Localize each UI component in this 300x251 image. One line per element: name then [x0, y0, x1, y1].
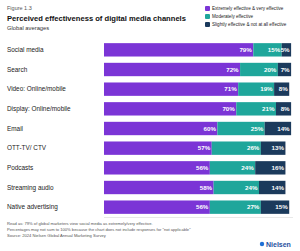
data-label: 20% — [264, 66, 277, 73]
bar-segment — [253, 43, 281, 56]
bar-segment — [240, 63, 278, 76]
bar-segment — [255, 161, 285, 174]
category-label: Email — [7, 125, 23, 132]
subtitle: Global averages — [7, 25, 49, 31]
category-label: Video: Online/mobile — [7, 85, 66, 92]
data-label: 57% — [198, 144, 211, 151]
bar-segment — [217, 122, 264, 135]
data-label: 56% — [196, 164, 209, 171]
data-label: 16% — [272, 164, 285, 171]
data-label: 7% — [281, 66, 290, 73]
data-label: 14% — [277, 125, 290, 132]
bar-segment — [104, 102, 236, 115]
data-label: 60% — [204, 125, 217, 132]
category-label: OTT-TV/ CTV — [7, 144, 47, 151]
data-label: 21% — [262, 105, 275, 112]
data-label: 72% — [226, 66, 239, 73]
logo: Nielsen — [260, 241, 291, 248]
chart: Figure 1.3 Perceived effectiveness of dig… — [0, 0, 300, 251]
legend-label: Extremely effective & very effective — [212, 6, 284, 11]
data-label: 15% — [275, 203, 288, 210]
data-label: 8% — [279, 85, 288, 92]
category-label: Podcasts — [7, 164, 33, 171]
bar-segment — [261, 141, 286, 154]
data-label: 5% — [281, 46, 290, 53]
legend-label: Moderately effective — [212, 14, 253, 19]
bar-segment — [274, 82, 289, 95]
bar-segment — [104, 200, 210, 213]
data-label: 71% — [224, 85, 237, 92]
bar-segment — [236, 102, 276, 115]
category-label: Native advertising — [7, 203, 58, 211]
bar-segment — [278, 63, 291, 76]
figure-label: Figure 1.3 — [7, 5, 32, 11]
title: Perceived effectiveness of digital media… — [7, 14, 186, 23]
bar-segment — [210, 200, 261, 213]
legend: Extremely effective & very effective Mode… — [205, 6, 287, 27]
data-label: 8% — [281, 105, 290, 112]
bar-segment — [265, 122, 291, 135]
data-label: 13% — [272, 144, 285, 151]
legend-label: Slightly effective & not at all effectiv… — [212, 22, 287, 27]
footnote: Percentages may not sum to 100% because … — [7, 227, 191, 232]
data-label: 25% — [251, 125, 264, 132]
bar-segment — [104, 43, 253, 56]
x-axis-line — [104, 217, 293, 218]
footnote: Read as: 79% of global marketers view so… — [7, 221, 153, 226]
data-label: 15% — [268, 46, 281, 53]
footnote: Source: 2024 Nielsen Global Annual Marke… — [7, 233, 107, 238]
bar-segment — [210, 161, 255, 174]
bar-segment — [212, 141, 261, 154]
bar-segment — [261, 200, 289, 213]
data-label: 70% — [222, 105, 235, 112]
legend-swatch — [205, 6, 210, 11]
data-label: 58% — [200, 184, 213, 191]
data-label: 56% — [196, 203, 209, 210]
data-label: 27% — [247, 203, 260, 210]
data-label: 24% — [241, 164, 254, 171]
data-label: 24% — [245, 184, 258, 191]
bar-segment — [104, 181, 214, 194]
category-label: Social media — [7, 46, 44, 53]
bar-segment — [104, 122, 217, 135]
bar-segment — [104, 82, 238, 95]
data-label: 26% — [247, 144, 260, 151]
legend-swatch — [205, 22, 210, 27]
bar-segment — [104, 141, 212, 154]
data-label: 19% — [260, 85, 273, 92]
legend-swatch — [205, 14, 210, 19]
category-label: Search — [7, 66, 28, 73]
logo-text: Nielsen — [266, 241, 291, 248]
logo-mark — [260, 242, 264, 246]
bar-segment — [104, 161, 210, 174]
bar-segment — [259, 181, 285, 194]
data-label: 79% — [239, 46, 252, 53]
data-label: 14% — [272, 184, 285, 191]
bar-segment — [214, 181, 259, 194]
category-label: Streaming audio — [7, 184, 54, 192]
bar-segment — [238, 82, 274, 95]
data-labels: 79%15%5%72%20%7%71%19%8%70%21%8%60%25%14… — [196, 46, 290, 210]
bar-segment — [104, 63, 240, 76]
bar-segment — [276, 102, 291, 115]
bars — [104, 43, 291, 214]
category-label: Display: Online/mobile — [7, 105, 71, 113]
